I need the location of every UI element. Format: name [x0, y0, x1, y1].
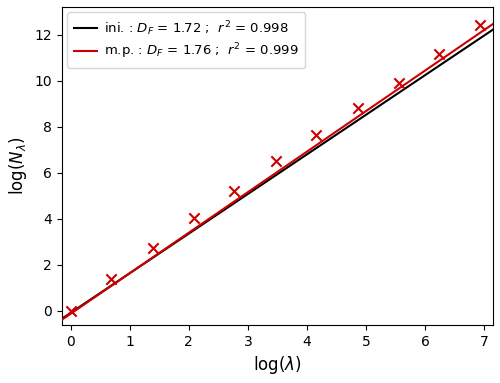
- Line: ini. : $D_F$ = 1.72 ;  $r^2$ = 0.998: ini. : $D_F$ = 1.72 ; $r^2$ = 0.998: [59, 24, 500, 321]
- ini. : $D_F$ = 1.72 ;  $r^2$ = 0.998: (-0.175, -0.381): $D_F$ = 1.72 ; $r^2$ = 0.998: (-0.175, -…: [58, 318, 64, 322]
- Point: [476, 22, 484, 28]
- m.p. : $D_F$ = 1.76 ;  $r^2$ = 0.999: (6.12, 10.7): $D_F$ = 1.76 ; $r^2$ = 0.999: (6.12, 10.…: [430, 63, 436, 68]
- Point: [230, 188, 238, 194]
- m.p. : $D_F$ = 1.76 ;  $r^2$ = 0.999: (4.26, 7.39): $D_F$ = 1.76 ; $r^2$ = 0.999: (4.26, 7.3…: [320, 139, 326, 143]
- ini. : $D_F$ = 1.72 ;  $r^2$ = 0.998: (7.3, 12.5): $D_F$ = 1.72 ; $r^2$ = 0.998: (7.3, 12.5…: [499, 21, 500, 26]
- m.p. : $D_F$ = 1.76 ;  $r^2$ = 0.999: (-0.2, -0.472): $D_F$ = 1.76 ; $r^2$ = 0.999: (-0.2, -0.…: [56, 319, 62, 324]
- Y-axis label: log($N_\lambda$): log($N_\lambda$): [7, 136, 29, 195]
- m.p. : $D_F$ = 1.76 ;  $r^2$ = 0.999: (6.6, 11.5): $D_F$ = 1.76 ; $r^2$ = 0.999: (6.6, 11.5…: [458, 44, 464, 49]
- Point: [149, 245, 157, 251]
- ini. : $D_F$ = 1.72 ;  $r^2$ = 0.998: (6.6, 11.3): $D_F$ = 1.72 ; $r^2$ = 0.998: (6.6, 11.3…: [458, 49, 464, 54]
- m.p. : $D_F$ = 1.76 ;  $r^2$ = 0.999: (7.3, 12.7): $D_F$ = 1.76 ; $r^2$ = 0.999: (7.3, 12.7…: [499, 16, 500, 20]
- m.p. : $D_F$ = 1.76 ;  $r^2$ = 0.999: (4.39, 7.61): $D_F$ = 1.76 ; $r^2$ = 0.999: (4.39, 7.6…: [327, 133, 333, 138]
- m.p. : $D_F$ = 1.76 ;  $r^2$ = 0.999: (4.24, 7.34): $D_F$ = 1.76 ; $r^2$ = 0.999: (4.24, 7.3…: [318, 139, 324, 144]
- ini. : $D_F$ = 1.72 ;  $r^2$ = 0.998: (6.12, 10.4): $D_F$ = 1.72 ; $r^2$ = 0.998: (6.12, 10.…: [430, 68, 436, 73]
- ini. : $D_F$ = 1.72 ;  $r^2$ = 0.998: (4.39, 7.47): $D_F$ = 1.72 ; $r^2$ = 0.998: (4.39, 7.4…: [327, 137, 333, 141]
- Point: [272, 158, 280, 164]
- Point: [190, 214, 198, 221]
- ini. : $D_F$ = 1.72 ;  $r^2$ = 0.998: (-0.2, -0.424): $D_F$ = 1.72 ; $r^2$ = 0.998: (-0.2, -0.…: [56, 318, 62, 323]
- Point: [436, 51, 444, 57]
- m.p. : $D_F$ = 1.76 ;  $r^2$ = 0.999: (-0.175, -0.428): $D_F$ = 1.76 ; $r^2$ = 0.999: (-0.175, -…: [58, 319, 64, 323]
- Legend: ini. : $D_F$ = 1.72 ;  $r^2$ = 0.998, m.p. : $D_F$ = 1.76 ;  $r^2$ = 0.999: ini. : $D_F$ = 1.72 ; $r^2$ = 0.998, m.p…: [67, 12, 305, 68]
- ini. : $D_F$ = 1.72 ;  $r^2$ = 0.998: (4.24, 7.21): $D_F$ = 1.72 ; $r^2$ = 0.998: (4.24, 7.2…: [318, 142, 324, 147]
- ini. : $D_F$ = 1.72 ;  $r^2$ = 0.998: (4.26, 7.26): $D_F$ = 1.72 ; $r^2$ = 0.998: (4.26, 7.2…: [320, 142, 326, 146]
- Point: [108, 276, 116, 282]
- Point: [394, 80, 402, 86]
- Line: m.p. : $D_F$ = 1.76 ;  $r^2$ = 0.999: m.p. : $D_F$ = 1.76 ; $r^2$ = 0.999: [59, 18, 500, 322]
- X-axis label: log($\lambda$): log($\lambda$): [253, 354, 302, 376]
- Point: [66, 308, 74, 314]
- Point: [312, 132, 320, 138]
- Point: [354, 105, 362, 111]
